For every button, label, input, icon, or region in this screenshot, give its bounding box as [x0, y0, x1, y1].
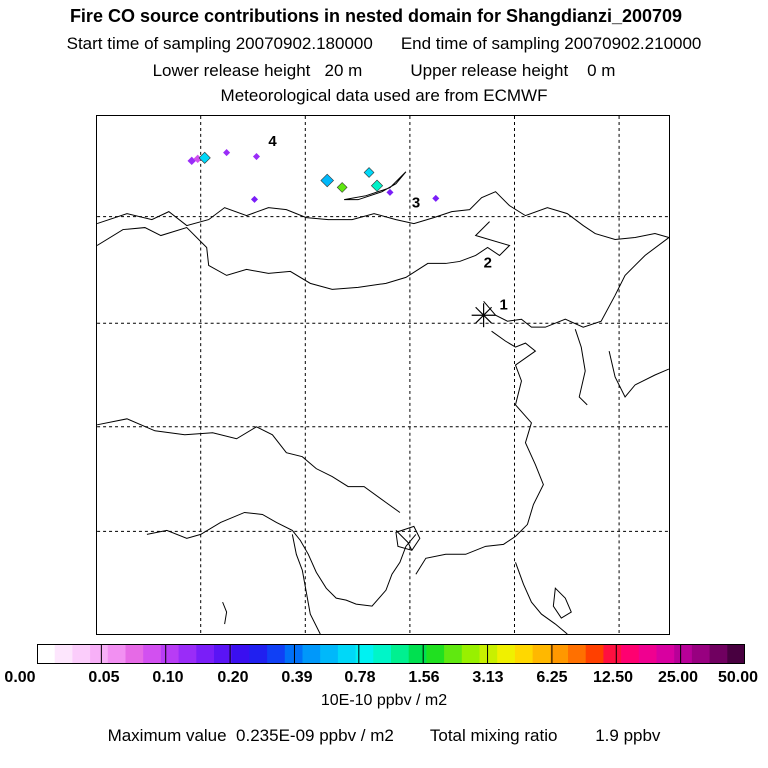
station-label-2: 2 — [484, 254, 492, 271]
colorbar-swatch — [603, 644, 622, 664]
colorbar-swatch — [72, 644, 91, 664]
station-label-1: 1 — [500, 296, 508, 313]
colorbar-swatch — [337, 644, 357, 664]
tick-label: 50.00 — [717, 669, 759, 686]
maximum-value: Maximum value 0.235E-09 ppbv / m2 — [107, 726, 394, 745]
colorbar-swatch — [514, 644, 534, 664]
colorbar-swatch — [497, 644, 516, 664]
colorbar-swatch — [550, 644, 569, 664]
colorbar-swatch — [54, 644, 73, 664]
tick-label: 25.00 — [657, 669, 699, 686]
map-panel: 1 2 3 4 — [96, 115, 670, 635]
tick-label: 12.50 — [592, 669, 634, 686]
tick-label: 0.39 — [281, 669, 313, 686]
colorbar-swatch — [727, 644, 745, 664]
station-marker — [471, 303, 496, 328]
colorbar-units: 10E-10 ppbv / m2 — [320, 692, 448, 709]
station-label-3: 3 — [412, 195, 420, 212]
tick-label: 0.00 — [4, 669, 36, 686]
colorbar-swatch — [267, 644, 286, 664]
colorbar — [37, 644, 745, 664]
release-heights: Lower release height 20 m Upper release h… — [0, 61, 768, 81]
colorbar-swatch — [284, 644, 303, 664]
colorbar-swatch — [143, 644, 162, 664]
tick-label: 6.25 — [536, 669, 568, 686]
islands-lakes — [222, 171, 572, 625]
upper-release-height: Upper release height 0 m — [410, 61, 616, 80]
colorbar-swatch — [674, 644, 693, 664]
start-sampling: Start time of sampling 20070902.180000 — [66, 34, 373, 53]
tick-label: 0.20 — [217, 669, 249, 686]
met-data-source: Meteorological data used are from ECMWF — [220, 86, 548, 105]
colorbar-swatch — [107, 644, 126, 664]
colorbar-border — [37, 644, 745, 664]
colorbar-swatch — [90, 644, 109, 664]
colorbar-swatch — [461, 644, 480, 664]
colorbar-swatch — [444, 644, 463, 664]
colorbar-swatch — [568, 644, 587, 664]
colorbar-swatch — [355, 644, 374, 664]
colorbar-swatch — [249, 644, 268, 664]
colorbar-swatch — [656, 644, 675, 664]
colorbar-swatch — [691, 644, 711, 664]
colorbar-swatch — [302, 644, 321, 664]
colorbar-swatch — [479, 644, 498, 664]
total-mixing-ratio: Total mixing ratio 1.9 ppbv — [429, 726, 661, 745]
colorbar-swatch — [709, 644, 728, 664]
colorbar-swatch — [125, 644, 144, 664]
sampling-times: Start time of sampling 20070902.180000 En… — [0, 34, 768, 54]
colorbar-swatch — [37, 644, 56, 664]
tick-label: 0.78 — [344, 669, 376, 686]
lower-release-height: Lower release height 20 m — [152, 61, 363, 80]
tick-label: 1.56 — [408, 669, 440, 686]
lat-lon-grid — [97, 116, 669, 634]
colorbar-swatch — [391, 644, 410, 664]
colorbar-swatch — [638, 644, 657, 664]
colorbar-swatch — [621, 644, 640, 664]
station-label-4: 4 — [268, 133, 277, 150]
colorbar-swatch — [408, 644, 427, 664]
tick-label: 0.10 — [152, 669, 184, 686]
colorbar-swatch — [214, 644, 233, 664]
tick-label: 3.13 — [472, 669, 504, 686]
country-borders — [97, 191, 669, 634]
colorbar-swatch — [426, 644, 445, 664]
end-sampling: End time of sampling 20070902.210000 — [400, 34, 702, 53]
colorbar-swatch — [178, 644, 197, 664]
colorbar-swatch — [585, 644, 604, 664]
tick-label: 0.05 — [88, 669, 120, 686]
colorbar-swatch — [160, 644, 180, 664]
colorbar-swatch — [231, 644, 250, 664]
colorbar-swatch — [532, 644, 551, 664]
summary-stats: Maximum value 0.235E-09 ppbv / m2 Total m… — [0, 726, 768, 746]
page-title: Fire CO source contributions in nested d… — [69, 6, 683, 26]
colorbar-swatch — [320, 644, 339, 664]
colorbar-swatch — [196, 644, 215, 664]
colorbar-swatch — [373, 644, 392, 664]
